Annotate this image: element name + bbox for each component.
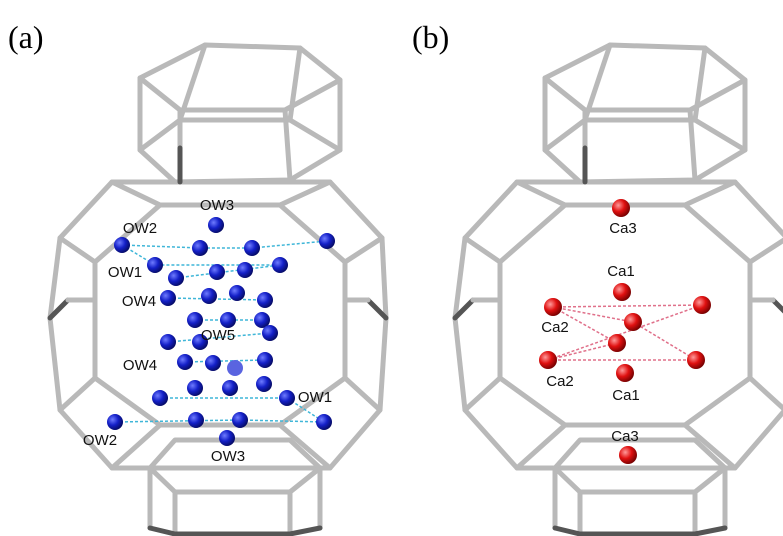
- atom-label: Ca3: [611, 428, 639, 445]
- atom-label: Ca2: [541, 319, 569, 336]
- atom-label: OW1: [298, 389, 332, 406]
- atom-label: OW4: [122, 293, 156, 310]
- atom-label: OW4: [123, 357, 157, 374]
- panel-a: (a): [8, 19, 386, 534]
- atom-label: OW3: [200, 197, 234, 214]
- panel-label: (b): [412, 19, 449, 55]
- panel-b: (b) Ca3 Ca1 Ca2 Ca2 Ca1 Ca3: [412, 19, 783, 534]
- atom-label: OW1: [108, 264, 142, 281]
- atom-label: OW3: [211, 448, 245, 465]
- figure: (a): [0, 0, 783, 536]
- atom-label: Ca3: [609, 220, 637, 237]
- atom-label: Ca1: [612, 387, 640, 404]
- atom-label: Ca1: [607, 263, 635, 280]
- panel-label: (a): [8, 19, 44, 55]
- atom-label: OW2: [123, 220, 157, 237]
- atom-label: Ca2: [546, 373, 574, 390]
- atom-label: OW2: [83, 432, 117, 449]
- atom-label: OW5: [201, 327, 235, 344]
- ca-contacts: [548, 305, 702, 360]
